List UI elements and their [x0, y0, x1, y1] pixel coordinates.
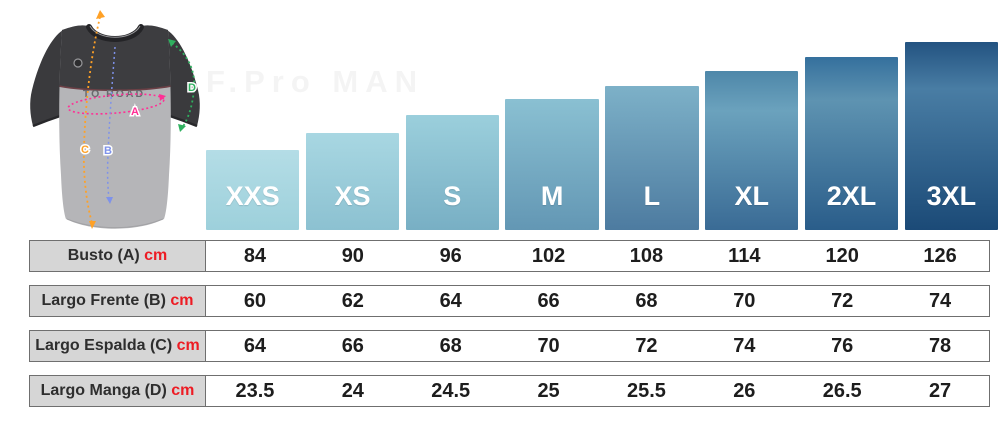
row-unit-text: cm	[170, 292, 194, 309]
back-length-arrowhead-top	[96, 10, 105, 19]
size-value-cell: 66	[341, 334, 364, 357]
measure-letter-d: D	[188, 82, 196, 94]
jersey-collar	[86, 24, 144, 42]
size-bar-2xl: 2XL	[804, 57, 899, 230]
size-bars-chart: XXS XS S M L XL 2XL 3XL	[206, 0, 998, 230]
size-value-cell: 23.5	[235, 379, 275, 402]
back-length-measure-line	[82, 16, 101, 224]
size-bar-label: XL	[734, 181, 769, 211]
measure-letter-b: B	[104, 145, 112, 157]
size-table: Busto (A) cm 84 90 96 102 108 114 120 126 Largo F…	[29, 240, 990, 420]
size-value-cell: 70	[537, 334, 560, 357]
row-values: 60 62 64 66 68 70 72 74	[206, 286, 989, 316]
size-value-cell: 64	[439, 289, 462, 312]
jersey-illustration: TO ROAD A B C D	[30, 10, 200, 229]
size-value-cell: 126	[923, 244, 957, 267]
size-value-cell: 25	[537, 379, 560, 402]
size-value-cell: 24.5	[431, 379, 471, 402]
size-value-cell: 62	[341, 289, 364, 312]
size-bar-xl: XL	[705, 71, 799, 230]
jersey-seam-line	[59, 84, 171, 92]
bust-arrowhead	[159, 94, 166, 101]
row-unit-text: cm	[171, 382, 195, 399]
row-unit-text: cm	[144, 247, 168, 264]
size-bar-label: S	[443, 181, 462, 211]
row-label-text: Busto (A)	[67, 247, 145, 264]
front-length-arrowhead	[106, 197, 113, 204]
size-value-cell: 72	[635, 334, 658, 357]
size-bar-xxs: XXS	[206, 150, 300, 230]
size-bar-label: L	[643, 181, 661, 211]
size-value-cell: 60	[243, 289, 267, 312]
measure-letter-c: C	[81, 144, 89, 156]
measure-letter-a: A	[131, 106, 139, 118]
row-label-text: Largo Manga (D)	[40, 382, 172, 399]
jersey-collar-trim	[89, 25, 141, 38]
watermark-text: F.Pro MAN	[206, 64, 424, 99]
row-label: Largo Manga (D) cm	[30, 376, 206, 406]
size-bar-label: 3XL	[926, 181, 977, 211]
size-value-cell: 74	[928, 289, 952, 312]
size-value-cell: 72	[831, 289, 854, 312]
jersey-chest-logo	[73, 58, 83, 68]
size-value-cell: 27	[928, 379, 952, 402]
size-table-row: Largo Manga (D) cm 23.5 24 24.5 25 25.5 26 26.5…	[29, 375, 990, 407]
size-value-cell: 114	[728, 244, 761, 267]
size-table-row: Largo Espalda (C) cm 64 66 68 70 72 74 76 78	[29, 330, 990, 362]
size-value-cell: 68	[635, 289, 658, 312]
jersey-dark-panel	[59, 25, 171, 90]
row-values: 64 66 68 70 72 74 76 78	[206, 331, 989, 361]
front-length-measure-line	[106, 46, 116, 200]
sleeve-arrowhead-top	[168, 39, 176, 47]
size-value-cell: 74	[733, 334, 756, 357]
row-label: Busto (A) cm	[30, 241, 206, 271]
jersey-brand-text: TO ROAD	[83, 88, 145, 100]
row-unit-text: cm	[176, 337, 200, 354]
size-value-cell: 102	[531, 244, 566, 267]
size-bar-label: M	[540, 181, 564, 211]
row-values: 23.5 24 24.5 25 25.5 26 26.5 27	[206, 376, 989, 406]
size-table-row: Busto (A) cm 84 90 96 102 108 114 120 126	[29, 240, 990, 272]
size-value-cell: 24	[341, 379, 364, 402]
bust-measure-line	[67, 93, 165, 115]
size-value-cell: 96	[439, 244, 462, 267]
size-bar-m: M	[505, 99, 599, 230]
row-label: Largo Frente (B) cm	[30, 286, 206, 316]
size-value-cell: 78	[928, 334, 952, 357]
size-bar-label: XS	[334, 181, 371, 211]
row-label-text: Largo Espalda (C)	[35, 337, 177, 354]
size-value-cell: 76	[831, 334, 854, 357]
size-bar-s: S	[405, 115, 499, 230]
row-label-text: Largo Frente (B)	[41, 292, 171, 309]
row-label: Largo Espalda (C) cm	[30, 331, 206, 361]
size-bar-3xl: 3XL	[904, 42, 998, 230]
size-bar-l: L	[605, 86, 699, 230]
sleeve-measure-line	[171, 42, 196, 129]
size-bar-label: XXS	[225, 181, 280, 211]
jersey-hem-shadow	[66, 218, 164, 229]
size-table-row: Largo Frente (B) cm 60 62 64 66 68 70 72 74	[29, 285, 990, 317]
size-value-cell: 108	[629, 244, 664, 267]
size-value-cell: 120	[825, 244, 859, 267]
size-value-cell: 25.5	[626, 379, 666, 402]
jersey-left-sleeve	[30, 30, 63, 126]
back-length-arrowhead-bottom	[89, 221, 96, 229]
row-values: 84 90 96 102 108 114 120 126	[206, 241, 989, 271]
size-value-cell: 68	[439, 334, 462, 357]
size-bar-xs: XS	[305, 133, 400, 230]
size-value-cell: 26	[733, 379, 756, 402]
size-value-cell: 66	[537, 289, 560, 312]
size-value-cell: 70	[733, 289, 756, 312]
sleeve-arrowhead-bottom	[178, 124, 186, 132]
size-value-cell: 90	[341, 244, 364, 267]
size-value-cell: 64	[243, 334, 267, 357]
size-value-cell: 84	[243, 244, 267, 267]
size-value-cell: 26.5	[822, 379, 862, 402]
size-bar-label: 2XL	[826, 181, 877, 211]
